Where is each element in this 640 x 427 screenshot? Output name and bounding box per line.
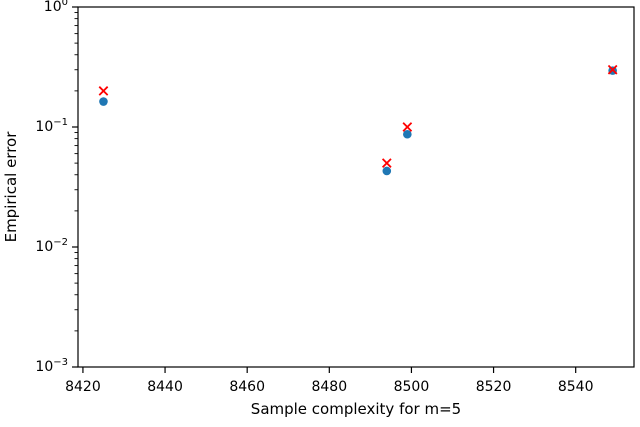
x-tick-label: 8500	[394, 379, 430, 395]
x-axis-major-ticks	[82, 367, 577, 373]
x-axis-label: Sample complexity for m=5	[251, 400, 461, 418]
axes-spines	[77, 6, 635, 368]
y-tick-label: 10−1	[35, 117, 68, 135]
y-axis-label: Empirical error	[2, 131, 20, 243]
x-tick-label: 8440	[147, 379, 183, 395]
x-tick-label: 8460	[229, 379, 265, 395]
x-tick-label: 8540	[558, 379, 594, 395]
x-tick-label: 8420	[65, 379, 101, 395]
series-target-error-crosses	[98, 64, 618, 168]
data-point-circle	[99, 97, 108, 106]
data-point-circle	[403, 129, 412, 139]
x-tick-label: 8520	[476, 379, 512, 395]
x-tick-label: 8480	[311, 379, 347, 395]
y-axis-major-ticks	[72, 6, 78, 368]
data-points	[98, 64, 618, 176]
x-axis-tick-labels: 8420 8440 8460 8480 8500 8520 8540	[65, 379, 593, 395]
y-axis-tick-labels: 100 10−1 10−2 10−3	[35, 0, 68, 375]
y-tick-label: 10−2	[35, 237, 68, 255]
y-tick-label: 100	[44, 0, 68, 15]
data-point-x	[402, 122, 413, 132]
data-point-circle	[382, 166, 392, 176]
y-tick-label: 10−3	[35, 357, 68, 375]
plot-area	[78, 7, 634, 367]
data-point-x	[381, 158, 392, 168]
data-point-x	[98, 86, 109, 96]
data-point-x	[607, 64, 618, 75]
